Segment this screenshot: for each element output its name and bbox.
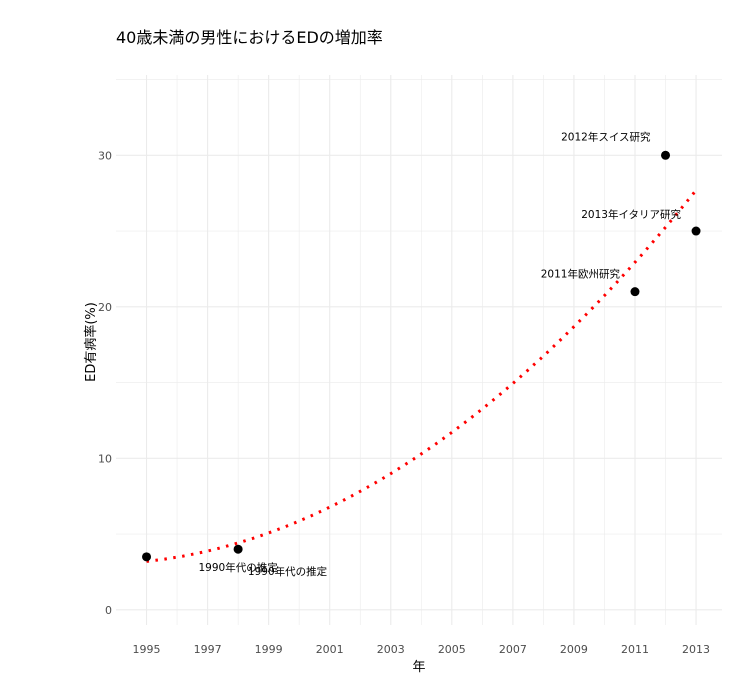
x-tick-label: 2009 <box>560 643 588 656</box>
point-label: 2013年イタリア研究 <box>581 208 681 221</box>
y-tick-label: 10 <box>98 452 112 465</box>
trendline <box>146 189 698 563</box>
chart-title: 40歳未満の男性におけるEDの増加率 <box>116 28 383 47</box>
x-tick-label: 2003 <box>377 643 405 656</box>
y-tick-label: 30 <box>98 149 112 162</box>
x-tick-label: 2007 <box>499 643 527 656</box>
y-tick-label: 20 <box>98 301 112 314</box>
grid <box>116 75 722 625</box>
trendline-path <box>146 189 698 563</box>
x-tick-label: 1997 <box>194 643 222 656</box>
y-axis-label: ED有病率(%) <box>83 302 99 382</box>
x-tick-label: 2001 <box>316 643 344 656</box>
x-tick-labels: 1995 1997 1999 2001 2003 2005 2007 2009 2011 2013 <box>133 643 711 656</box>
data-point <box>630 287 640 297</box>
point-label: 2012年スイス研究 <box>561 130 651 143</box>
data-point <box>661 150 671 160</box>
data-point <box>233 544 243 554</box>
data-point <box>142 552 152 562</box>
x-tick-label: 2013 <box>682 643 710 656</box>
point-label: 2011年欧州研究 <box>541 268 621 281</box>
x-tick-label: 1995 <box>133 643 161 656</box>
x-tick-label: 2005 <box>438 643 466 656</box>
y-tick-label: 0 <box>105 604 112 617</box>
x-axis-label: 年 <box>412 660 425 675</box>
data-points <box>142 150 701 562</box>
x-tick-label: 2011 <box>621 643 649 656</box>
point-label: 1990年代の推定 <box>248 565 328 578</box>
data-point <box>691 226 701 236</box>
x-tick-label: 1999 <box>255 643 283 656</box>
point-label: 1990年代の推定 <box>198 561 278 574</box>
y-tick-labels: 0 10 20 30 <box>98 149 112 617</box>
